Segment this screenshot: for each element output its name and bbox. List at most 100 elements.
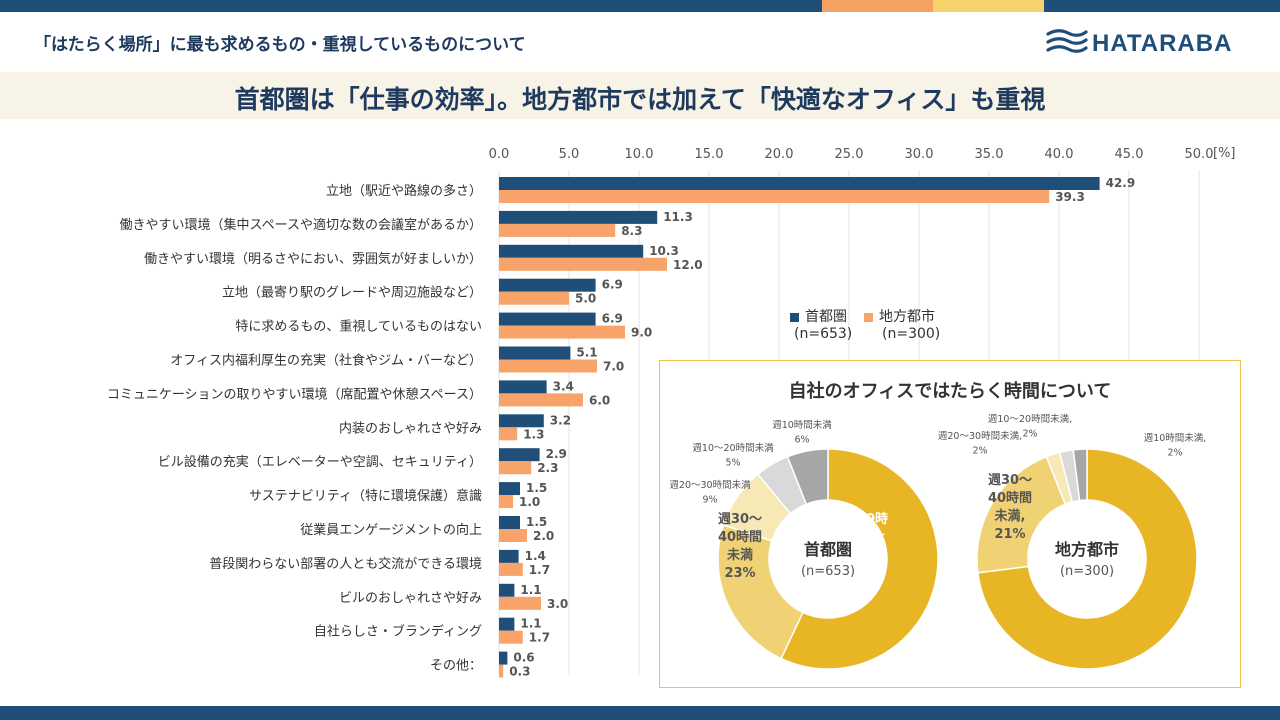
- data-label-tokyo: 11.3: [663, 210, 693, 224]
- data-label-tokyo: 3.2: [550, 413, 571, 427]
- category-label: 自社らしさ・ブランディング: [314, 624, 482, 640]
- bar-tokyo: [499, 380, 547, 394]
- x-tick-label: 50.0: [1185, 147, 1214, 162]
- data-label-tokyo: 1.5: [526, 481, 547, 495]
- x-tick-label: 0.0: [489, 147, 510, 162]
- data-label-regional: 7.0: [603, 360, 624, 374]
- bar-tokyo: [499, 549, 519, 563]
- donut-slice-label: 週30～ 40時間未満, 21%: [988, 473, 1032, 542]
- data-label-tokyo: 1.1: [520, 583, 541, 597]
- top-accent-bar: [0, 0, 1280, 12]
- donut-slice-label: 週40時間以上 57%: [844, 511, 888, 563]
- legend-label-regional: 地方都市: [879, 309, 935, 325]
- category-label: 内装のおしゃれさや好み: [339, 420, 482, 436]
- category-label: 普段関わらない部署の人とも交流ができる環境: [209, 556, 482, 572]
- x-tick-label: 40.0: [1045, 147, 1074, 162]
- donut-slice-label-line: 21%: [994, 527, 1025, 542]
- category-label: オフィス内福利厚生の充実（社食やジム・バーなど）: [170, 353, 482, 369]
- bar-regional: [499, 359, 597, 373]
- data-label-regional: 2.0: [533, 529, 554, 543]
- data-label-tokyo: 6.9: [602, 278, 623, 292]
- bar-tokyo: [499, 278, 596, 292]
- top-accent-yellow: [933, 0, 1044, 12]
- bar-tokyo: [499, 448, 540, 462]
- donut-slice-label: 週10時間未満 6%: [772, 419, 832, 446]
- category-label: 特に求めるもの、重視しているものはない: [235, 319, 482, 335]
- bar-regional: [499, 664, 504, 678]
- donut-inset-title: 自社のオフィスではたらく時間について: [788, 381, 1112, 402]
- category-label: サステナビリティ（特に環境保護）意識: [249, 488, 482, 504]
- bar-regional: [499, 495, 513, 509]
- horizontal-bar-chart: 0.0 5.0 10.0 15.0 20.0 25.0 30.0 35.0 40.0 45.0 50…: [107, 146, 1236, 679]
- x-tick-label: 35.0: [975, 147, 1004, 162]
- donut-charts: 首都圏 (n=653) 週40時間以上 57% 週30～ 40時間未満 23% 週20～30時…: [669, 413, 1207, 670]
- data-label-tokyo: 10.3: [649, 244, 679, 258]
- logo-wave-icon: [1046, 29, 1088, 53]
- bar-regional: [499, 223, 616, 237]
- donut-slice-label-line: 5%: [725, 458, 740, 469]
- donut-slice-label-line: 未満,: [994, 508, 1026, 524]
- bar-tokyo: [499, 210, 658, 224]
- donut-slice-label-line: 40時間: [988, 490, 1032, 506]
- donut-slice-label: 週20～30時間未満, 2%: [938, 430, 1022, 457]
- donut-slice-label: 週20～30時間未満 9%: [669, 479, 751, 506]
- data-label-regional: 8.3: [621, 224, 642, 238]
- donut-slice-label-line: 40時間: [718, 529, 762, 545]
- donut-slice-label-line: 間以上: [846, 530, 885, 545]
- category-label: 従業員エンゲージメントの向上: [300, 522, 482, 538]
- bar-regional: [499, 190, 1050, 203]
- bar-regional: [499, 596, 541, 610]
- legend-swatch-tokyo: [790, 312, 799, 322]
- donut-center-title: 地方都市: [1055, 540, 1119, 559]
- donut-slice-label-line: 週40時: [844, 511, 888, 527]
- donut-inset-panel: 自社のオフィスではたらく時間について 首都圏 (n=653) 週40時間以上 57% 週…: [659, 360, 1241, 688]
- donut-slice-label-line: 2%: [1022, 429, 1037, 440]
- bar-regional: [499, 630, 523, 644]
- bar-regional: [499, 325, 625, 339]
- category-label: 働きやすい環境（明るさやにおい、雰囲気が好ましいか）: [144, 251, 482, 267]
- page-subtitle: 「はたらく場所」に最も求めるもの・重視しているものについて: [34, 35, 526, 55]
- donut-center-title: 首都圏: [804, 540, 852, 559]
- top-accent-orange: [822, 0, 933, 12]
- data-label-regional: 1.7: [529, 563, 550, 577]
- bar-regional: [499, 427, 518, 441]
- donut-slice-label-line: 2%: [972, 446, 987, 457]
- data-label-regional: 39.3: [1055, 190, 1085, 204]
- data-label-tokyo: 1.5: [526, 515, 547, 529]
- category-label: コミュニケーションの取りやすい環境（席配置や休憩スペース）: [107, 386, 482, 402]
- bar-regional: [499, 529, 527, 542]
- legend-n-regional: (n=300): [882, 326, 941, 342]
- headline: 首都圏は「仕事の効率」。地方都市では加えて「快適なオフィス」も重視: [234, 85, 1046, 114]
- donut-slice-label: 週30～ 40時間未満 23%: [718, 512, 762, 581]
- legend-item-tokyo: 首都圏: [790, 306, 847, 326]
- donut-slice-label-line: 未満: [726, 547, 753, 563]
- data-label-tokyo: 1.4: [525, 549, 546, 563]
- data-label-regional: 12.0: [673, 258, 703, 272]
- bar-tokyo: [499, 651, 508, 665]
- x-tick-label: 5.0: [559, 147, 580, 162]
- category-label: 立地（駅近や路線の多さ）: [326, 183, 482, 199]
- donut-slice: [977, 448, 1198, 670]
- donut-slice: [717, 524, 804, 660]
- donut-slice: [780, 448, 939, 670]
- bar-tokyo: [499, 516, 520, 529]
- donut-slice-label-line: 週40時間以上,: [1043, 577, 1131, 593]
- legend-swatch-regional: [864, 312, 873, 322]
- donut-slice-label-line: 週30～: [718, 512, 762, 527]
- x-tick-label: 15.0: [695, 147, 724, 162]
- x-tick-label: 30.0: [905, 147, 934, 162]
- donut-slice-label-line: 23%: [724, 566, 755, 581]
- donut-slice-label-line: 週30～: [988, 473, 1032, 488]
- donut-slice-label-line: 57%: [850, 548, 881, 563]
- bar-regional: [499, 291, 569, 305]
- donut-slice-label-line: 週10時間未満,: [1144, 432, 1207, 444]
- unit-label: [%]: [1213, 146, 1236, 161]
- x-tick-label: 45.0: [1115, 147, 1144, 162]
- bar-tokyo: [499, 346, 571, 360]
- data-label-regional: 3.0: [547, 597, 568, 611]
- data-label-regional: 1.3: [523, 427, 544, 441]
- donut-slice-label: 週10～20時間未満 5%: [692, 442, 774, 469]
- donut-center-n: (n=300): [1060, 564, 1114, 579]
- data-label-regional: 5.0: [575, 292, 596, 306]
- data-label-tokyo: 6.9: [602, 312, 623, 326]
